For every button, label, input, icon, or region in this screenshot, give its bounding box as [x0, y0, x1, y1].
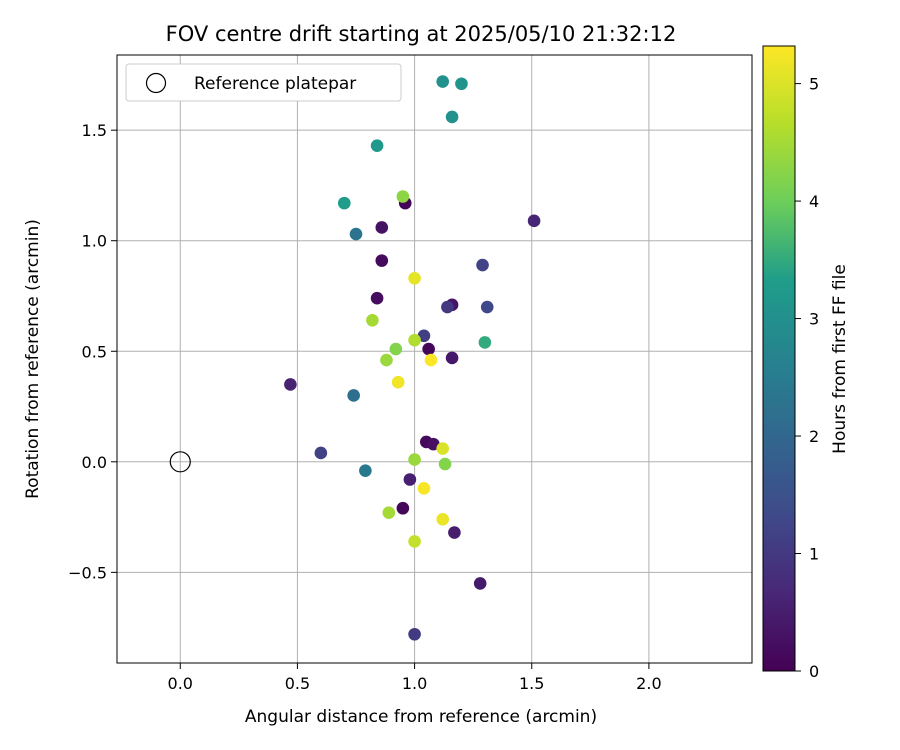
- scatter-point: [448, 526, 461, 539]
- plot-area: [116, 54, 753, 664]
- legend: Reference platepar: [125, 63, 402, 102]
- scatter-point: [366, 314, 379, 327]
- scatter-point: [422, 342, 435, 356]
- legend-marker-hollow-circle: [145, 72, 167, 94]
- y-tick-label: −0.5: [68, 563, 107, 582]
- scatter-point: [424, 353, 438, 367]
- x-tick-label: 0.0: [168, 674, 193, 693]
- scatter-point: [349, 227, 363, 241]
- colorbar-tick-label: 3: [809, 310, 819, 329]
- scatter-point: [375, 221, 389, 234]
- x-tick-label: 1.5: [519, 674, 544, 693]
- reference-point: [169, 451, 191, 473]
- x-tick-label: 1.0: [402, 674, 427, 693]
- scatter-point: [476, 258, 489, 272]
- scatter-point: [347, 389, 360, 402]
- scatter-point: [284, 378, 297, 391]
- scatter-point: [417, 482, 431, 495]
- scatter-point: [438, 457, 452, 471]
- y-tick-label: 0.5: [82, 342, 107, 361]
- scatter-point: [370, 139, 384, 152]
- colorbar-tick-label: 0: [809, 662, 819, 681]
- legend-entry-label: Reference platepar: [194, 74, 356, 94]
- y-tick-label: 1.0: [82, 232, 107, 251]
- scatter-point: [408, 333, 421, 347]
- legend-box: [125, 63, 402, 102]
- scatter-point: [359, 464, 372, 477]
- scatter-point: [527, 214, 541, 228]
- colorbar-gradient: [762, 45, 796, 672]
- colorbar: 0 1 2 3 4 5 Hours from first FF file: [762, 45, 850, 681]
- scatter-point: [417, 329, 431, 343]
- x-axis-ticks: 0.0 0.5 1.0 1.5 2.0: [168, 663, 662, 693]
- colorbar-tick-label: 5: [809, 75, 819, 94]
- scatter-point: [436, 442, 450, 455]
- scatter-point: [391, 375, 405, 389]
- chart-title: FOV centre drift starting at 2025/05/10 …: [166, 22, 677, 46]
- grid-lines: [117, 55, 752, 663]
- scatter-point: [389, 342, 403, 356]
- scatter-point: [408, 453, 421, 466]
- scatter-point: [396, 501, 410, 515]
- scatter-point: [480, 300, 494, 314]
- scatter-point: [445, 351, 459, 365]
- x-tick-label: 2.0: [636, 674, 661, 693]
- y-axis-label: Rotation from reference (arcmin): [23, 219, 43, 499]
- scatter-point: [441, 300, 454, 314]
- scatter-point: [408, 272, 421, 285]
- x-axis-label: Angular distance from reference (arcmin): [245, 707, 597, 727]
- scatter-point: [445, 110, 459, 124]
- scatter-point: [436, 75, 450, 88]
- y-tick-label: 1.5: [82, 121, 107, 140]
- colorbar-tick-label: 1: [809, 545, 819, 564]
- data-points: [284, 75, 541, 641]
- scatter-point: [403, 473, 417, 486]
- scatter-point: [337, 196, 351, 210]
- scatter-point: [408, 627, 421, 641]
- scatter-point: [436, 512, 450, 526]
- reference-layer: [169, 451, 191, 473]
- scatter-point: [314, 446, 328, 460]
- scatter-point: [396, 190, 410, 203]
- scatter-point: [473, 577, 487, 590]
- colorbar-tick-label: 4: [809, 192, 819, 211]
- scatter-point: [455, 77, 468, 91]
- scatter-point: [380, 353, 393, 367]
- scatter-point: [478, 336, 492, 349]
- scatter-point: [382, 506, 396, 519]
- y-tick-label: 0.0: [82, 453, 107, 472]
- plot-frame: [116, 54, 753, 664]
- colorbar-ticks: 0 1 2 3 4 5: [795, 75, 819, 681]
- scatter-point: [370, 291, 384, 305]
- colorbar-label: Hours from first FF file: [830, 264, 850, 454]
- scatter-point: [408, 535, 421, 548]
- scatter-point: [427, 437, 440, 451]
- scatter-point: [375, 254, 389, 267]
- y-axis-ticks: −0.5 0.0 0.5 1.0 1.5: [68, 121, 117, 582]
- x-tick-label: 0.5: [285, 674, 310, 693]
- colorbar-tick-label: 2: [809, 427, 819, 446]
